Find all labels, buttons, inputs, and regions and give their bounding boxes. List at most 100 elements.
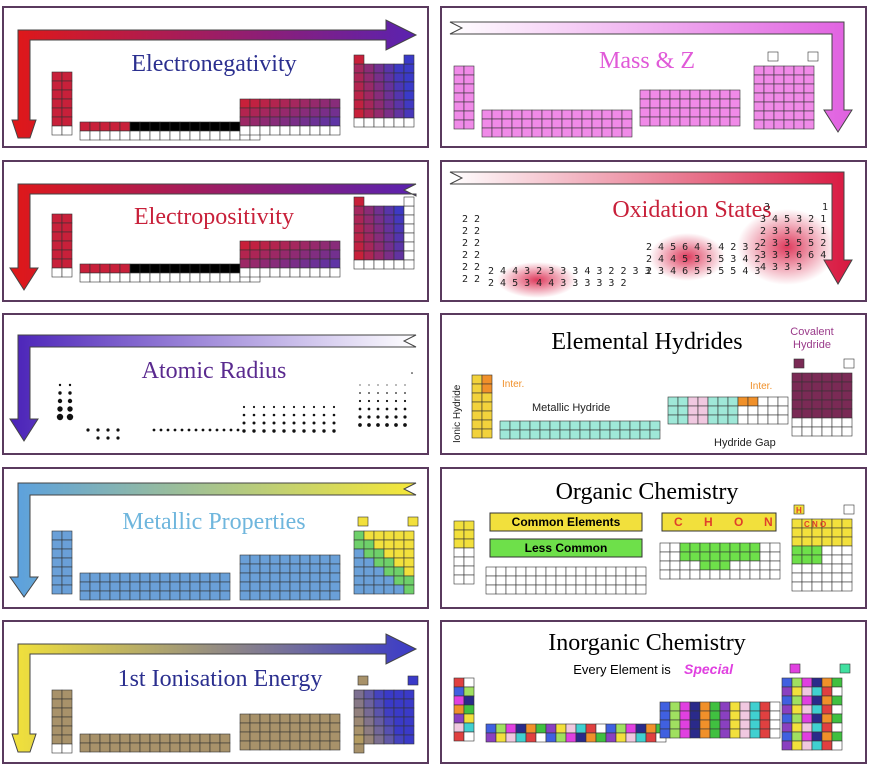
element-cell [773,65,785,76]
element-cell [625,732,637,743]
radius-dot [312,413,316,417]
element-cell [801,731,813,742]
element-cell [515,732,527,743]
radius-dot [187,428,191,432]
element-cell [259,98,271,109]
element-cell [453,529,465,540]
element-cell [61,689,73,700]
element-cell [199,272,211,283]
element-cell [329,258,341,269]
element-cell [821,572,833,583]
element-cell [729,551,741,562]
element-cell [199,742,211,753]
element-cell [51,566,63,577]
element-cell [279,590,291,601]
element-cell [767,396,779,407]
element-cell [821,408,833,419]
element-cell [373,548,385,559]
element-cell [481,374,493,385]
element-cell [767,51,779,62]
element-cell [519,429,531,440]
radius-dot [385,423,389,427]
element-cell [249,722,261,733]
element-cell [239,572,251,583]
element-cell [61,548,73,559]
element-cell [353,205,365,216]
element-cell [659,569,671,580]
radius-dot [359,384,361,386]
element-cell [269,572,281,583]
element-cell [739,701,751,712]
ox-row: 2 4 4 5 3 5 5 3 4 2 [646,254,760,265]
element-cell [579,420,591,431]
element-cell [609,429,621,440]
element-cell [669,569,681,580]
element-cell [309,554,321,565]
radius-dot [404,392,406,394]
element-cell [619,420,631,431]
element-cell [159,742,171,753]
element-cell [821,731,833,742]
element-cell [535,732,547,743]
element-cell [841,545,853,556]
element-cell [611,127,623,138]
element-cell [319,267,331,278]
element-cell [719,569,731,580]
panel-mass-z: Mass & Z [440,6,867,148]
element-cell [299,267,311,278]
element-cell [481,410,493,421]
element-cell [635,566,647,577]
element-cell [831,426,843,437]
element-cell [353,743,365,754]
element-cell [309,98,321,109]
element-cell [289,116,301,127]
element-cell [239,740,251,751]
element-cell [831,390,843,401]
element-cell [791,731,803,742]
element-cell [169,581,181,592]
element-cell [605,584,617,595]
element-cell [319,249,331,260]
element-cell [781,704,793,715]
element-cell [709,551,721,562]
element-cell [269,267,281,278]
radius-dot [215,428,219,432]
element-cell [129,263,141,274]
element-cell [763,119,775,130]
element-cell [471,374,483,385]
element-cell [659,107,671,118]
element-cell [501,118,513,129]
element-cell [763,74,775,85]
element-cell [259,267,271,278]
element-cell [373,72,385,83]
element-cell [403,566,415,577]
element-cell [259,116,271,127]
element-cell [505,723,517,734]
element-cell [373,557,385,568]
element-cell [729,719,741,730]
panel-title: Oxidation States [612,197,771,223]
element-cell [51,530,63,541]
element-cell [689,710,701,721]
element-cell [393,63,405,74]
element-cell [373,117,385,128]
element-cell [61,743,73,754]
element-cell [319,581,331,592]
element-cell [841,408,853,419]
element-cell [719,98,731,109]
element-cell [569,429,581,440]
element-cell [791,545,803,556]
element-cell [51,213,63,224]
element-cell [811,536,823,547]
element-cell [219,742,231,753]
element-cell [363,214,375,225]
element-cell [373,223,385,234]
element-cell [383,223,395,234]
element-cell [781,677,793,688]
element-cell [89,733,101,744]
element-cell [383,584,395,595]
element-cell [463,529,475,540]
element-cell [811,408,823,419]
element-cell [249,125,261,136]
element-cell [363,223,375,234]
